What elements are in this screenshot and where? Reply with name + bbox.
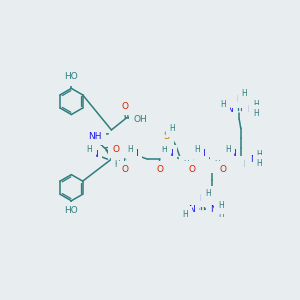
Text: H: H (218, 210, 224, 219)
Text: H: H (256, 150, 262, 159)
Text: H: H (127, 145, 133, 154)
Text: O: O (122, 166, 129, 175)
Text: NH: NH (88, 132, 101, 141)
Text: HO: HO (64, 206, 78, 215)
Text: H: H (253, 100, 259, 109)
Text: N: N (250, 155, 256, 164)
Text: H: H (205, 189, 211, 198)
Text: H: H (162, 145, 167, 154)
Text: N: N (226, 105, 232, 114)
Text: S: S (163, 131, 169, 141)
Text: H: H (218, 201, 224, 210)
Text: O: O (112, 145, 119, 154)
Text: H: H (225, 145, 230, 154)
Text: H: H (194, 145, 200, 154)
Text: N: N (131, 149, 138, 158)
Text: H: H (256, 158, 262, 167)
Text: H: H (115, 160, 120, 169)
Text: N: N (229, 149, 236, 158)
Text: H: H (220, 100, 226, 109)
Text: N: N (198, 149, 205, 158)
Text: H: H (183, 160, 189, 169)
Text: N: N (188, 205, 195, 214)
Text: H: H (214, 160, 220, 169)
Text: H: H (242, 89, 247, 98)
Text: N: N (236, 94, 243, 103)
Text: N: N (210, 205, 217, 214)
Text: H: H (169, 124, 175, 133)
Text: O: O (189, 166, 196, 175)
Text: N: N (199, 194, 206, 203)
Text: O: O (122, 102, 129, 111)
Text: H: H (243, 160, 249, 169)
Text: O: O (156, 166, 164, 175)
Text: HO: HO (64, 72, 78, 81)
Text: N: N (166, 149, 172, 158)
Text: N: N (91, 150, 98, 159)
Text: N: N (247, 105, 254, 114)
Text: H: H (182, 210, 188, 219)
Text: H: H (253, 109, 259, 118)
Text: H: H (86, 146, 92, 154)
Text: O: O (220, 166, 226, 175)
Text: OH: OH (134, 115, 148, 124)
